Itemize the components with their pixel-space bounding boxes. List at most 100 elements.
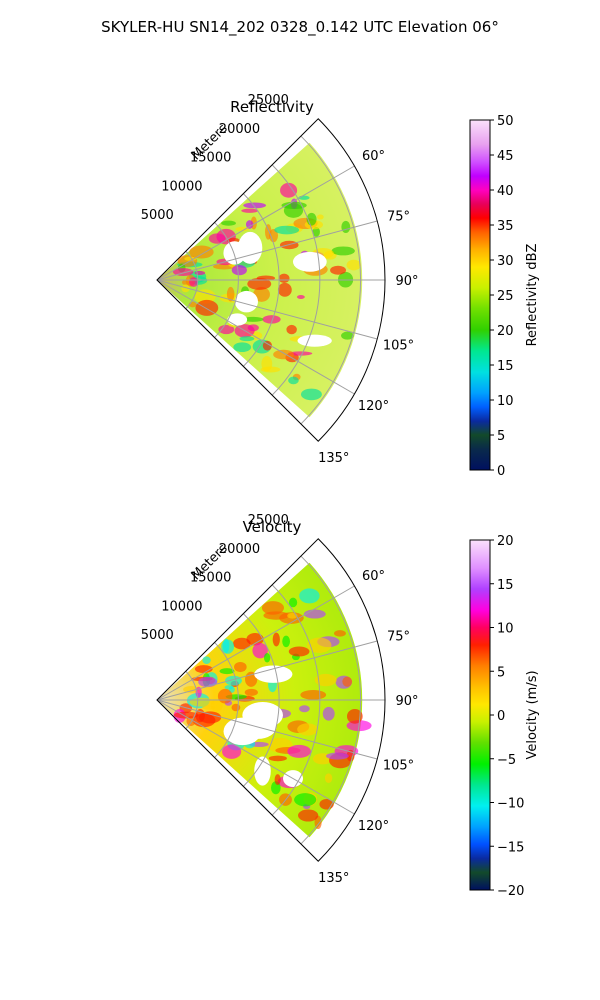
radar-cell (287, 744, 311, 758)
azimuth-tick-label: 105° (383, 339, 414, 354)
radar-cell (263, 653, 271, 663)
radar-cell (245, 220, 254, 229)
colorbar-tick-label: 25 (497, 289, 514, 304)
panel-title: Reflectivity (230, 98, 314, 116)
radar-cell (346, 259, 361, 271)
range-tick-label: 25000 (248, 513, 289, 528)
colorbar-tick-label: 50 (497, 114, 514, 129)
plot-frame (156, 538, 386, 862)
radar-cell (286, 324, 297, 335)
figure-title: SKYLER-HU SN14_202 0328_0.142 UTC Elevat… (101, 18, 499, 37)
radar-cell (273, 349, 294, 360)
radar-cell (233, 342, 252, 353)
radar-cell (202, 656, 211, 665)
radar-cell (194, 289, 216, 304)
colorbar-tick-label: 0 (497, 709, 505, 724)
radar-cell (330, 265, 347, 275)
radar-cell (198, 676, 218, 688)
radar-cell (242, 316, 264, 322)
colorbar-tick-label: 35 (497, 219, 514, 234)
range-tick-label: 25000 (248, 93, 289, 108)
azimuth-spoke (156, 165, 355, 281)
radar-cell (331, 246, 355, 256)
colorbar-label: Reflectivity dBZ (525, 244, 540, 347)
radar-cell (224, 685, 234, 690)
radar-cell (194, 270, 206, 275)
radar-cell (312, 226, 320, 237)
azimuth-spoke (156, 220, 378, 281)
colorbar-label: Velocity (m/s) (525, 670, 540, 759)
radar-cell (316, 214, 324, 220)
range-tick-label: 15000 (190, 571, 231, 586)
radar-cell (217, 688, 233, 704)
no-echo-gap (292, 251, 327, 272)
radar-cell (288, 597, 298, 608)
azimuth-spoke (156, 279, 355, 395)
radar-cell (226, 286, 235, 302)
radar-cell (235, 226, 250, 232)
azimuth-tick-label: 75° (387, 629, 410, 644)
radar-cell (183, 686, 199, 693)
radar-cell (296, 295, 305, 300)
azimuth-spoke (156, 640, 378, 701)
radar-cell (231, 265, 247, 276)
no-echo-gap (297, 334, 332, 347)
radar-cell (252, 643, 268, 659)
radar-cell (303, 609, 326, 619)
radar-cell (268, 755, 287, 762)
radar-cell (233, 637, 251, 650)
radar-cell (239, 336, 255, 342)
radar-cell (261, 601, 285, 615)
colorbar-tick-label: 15 (497, 359, 514, 374)
radar-cell (243, 202, 267, 209)
radar-cell (314, 673, 337, 687)
colorbar-tick-label: −15 (497, 840, 524, 855)
colorbar-tick-label: 5 (497, 665, 505, 680)
range-tick-label: 20000 (219, 542, 260, 557)
radar-cell (261, 356, 273, 372)
azimuth-tick-label: 75° (387, 209, 410, 224)
radar-cell (278, 273, 290, 284)
radar-cell (300, 388, 322, 401)
radar-cell (181, 284, 190, 293)
colorbar-tick-label: 0 (497, 464, 505, 479)
range-tick-label: 5000 (141, 208, 174, 223)
no-echo-gap (254, 665, 293, 683)
radar-cell (280, 182, 298, 198)
radar-cell (189, 697, 215, 707)
azimuth-tick-label: 90° (395, 694, 418, 709)
radar-cell (246, 633, 264, 646)
azimuth-tick-label: 105° (383, 759, 414, 774)
radar-cell (189, 245, 214, 259)
radar-cell (247, 277, 272, 290)
colorbar-tick-label: 20 (497, 324, 514, 339)
radar-cell (184, 256, 197, 261)
radar-cell (341, 331, 354, 340)
radar-cell (256, 275, 276, 281)
radar-cell (274, 225, 300, 235)
radar-cell (288, 646, 310, 657)
colorbar-tick-label: 20 (497, 534, 514, 549)
range-tick-label: 5000 (141, 628, 174, 643)
radar-cell (241, 208, 259, 213)
range-tick-label: 10000 (161, 179, 202, 194)
radar-cell (189, 277, 199, 287)
radar-cell (341, 220, 351, 234)
radar-cell (297, 723, 318, 736)
azimuth-tick-label: 60° (362, 569, 385, 584)
radar-cell (272, 632, 280, 647)
radar-cell (294, 793, 317, 807)
azimuth-tick-label: 135° (318, 451, 349, 466)
radar-cell (208, 233, 226, 244)
radar-cell (322, 706, 335, 721)
colorbar (469, 539, 491, 891)
plot-frame (156, 118, 386, 442)
radar-cell (262, 340, 273, 351)
radar-cell (334, 630, 346, 637)
radar-cell (253, 286, 270, 302)
azimuth-tick-label: 135° (318, 871, 349, 886)
radar-cell (274, 774, 281, 786)
colorbar-tick-label: −5 (497, 753, 516, 768)
azimuth-tick-label: 60° (362, 149, 385, 164)
